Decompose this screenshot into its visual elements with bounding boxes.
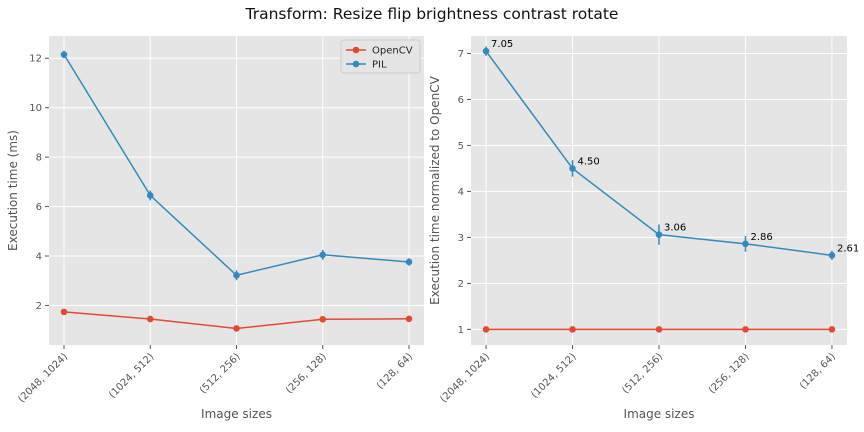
- chart-panel-2: 1 2 3 4 5 6 7 (2048, 1024) (1024, 512) (512, 256)…: [428, 36, 859, 421]
- data-point-pil: [60, 51, 68, 58]
- x-tick-label: (256, 128): [284, 351, 329, 396]
- y-tick-label: 3: [458, 233, 464, 244]
- data-point-opencv: [233, 325, 240, 332]
- y-tick-label: 8: [36, 153, 42, 164]
- data-point-opencv: [828, 326, 836, 333]
- data-point-opencv: [655, 326, 663, 333]
- legend-entry: PIL: [372, 60, 387, 71]
- x-tick-label: (1024, 512): [107, 351, 156, 400]
- data-point-pil: [742, 240, 749, 248]
- x-tick-label: (512, 256): [198, 351, 243, 396]
- legend-marker: [352, 60, 360, 68]
- data-label: 2.86: [750, 232, 772, 243]
- x-tick-label: (256, 128): [707, 351, 752, 396]
- data-point-pil: [319, 251, 327, 259]
- data-point-pil: [482, 47, 490, 55]
- x-axis-label: Image sizes: [201, 407, 272, 421]
- y-tick-label: 12: [29, 54, 42, 65]
- legend-entry: OpenCV: [372, 46, 413, 57]
- data-point-opencv: [319, 315, 327, 323]
- data-label: 7.05: [491, 39, 513, 50]
- x-tick-label: (2048, 1024): [16, 351, 70, 405]
- data-point-opencv: [482, 326, 490, 333]
- x-tick-label: (512, 256): [620, 351, 665, 396]
- data-label: 2.61: [837, 243, 859, 254]
- x-axis-label: Image sizes: [624, 407, 695, 421]
- x-tick-label: (128, 64): [375, 351, 415, 391]
- chart-panel-1: 2 4 6 8 10 12 (2048, 1024) (1024, 512) (512, 256…: [6, 36, 424, 421]
- data-point-pil: [146, 192, 154, 199]
- data-point-opencv: [405, 315, 413, 323]
- y-tick-label: 2: [36, 301, 42, 312]
- data-point-pil: [405, 258, 413, 266]
- x-tick-label: (2048, 1024): [438, 351, 492, 405]
- data-point-opencv: [742, 326, 749, 333]
- y-tick-label: 1: [458, 325, 464, 336]
- legend: OpenCV PIL: [340, 39, 421, 74]
- data-point-opencv: [146, 315, 154, 323]
- x-tick-label: (128, 64): [798, 351, 838, 391]
- y-tick-label: 7: [458, 49, 464, 60]
- data-point-opencv: [60, 308, 68, 316]
- data-label: 3.06: [664, 223, 686, 234]
- x-tick-label: (1024, 512): [529, 351, 578, 400]
- y-tick-label: 2: [458, 279, 464, 290]
- data-point-pil: [655, 231, 663, 238]
- data-point-pil: [828, 252, 836, 259]
- y-tick-label: 4: [458, 187, 464, 198]
- data-point-opencv: [569, 326, 576, 333]
- y-axis-label: Execution time normalized to OpenCV: [428, 75, 442, 304]
- legend-marker: [352, 46, 360, 54]
- y-tick-label: 4: [36, 252, 42, 263]
- data-point-pil: [569, 165, 576, 172]
- data-label: 4.50: [578, 156, 600, 167]
- y-tick-label: 6: [458, 95, 464, 106]
- data-point-pil: [233, 271, 240, 279]
- y-tick-label: 10: [29, 103, 42, 114]
- y-tick-label: 6: [36, 202, 42, 213]
- y-tick-label: 5: [458, 141, 464, 152]
- y-axis-label: Execution time (ms): [6, 130, 20, 251]
- figure-title: Transform: Resize flip brightness contra…: [245, 5, 619, 23]
